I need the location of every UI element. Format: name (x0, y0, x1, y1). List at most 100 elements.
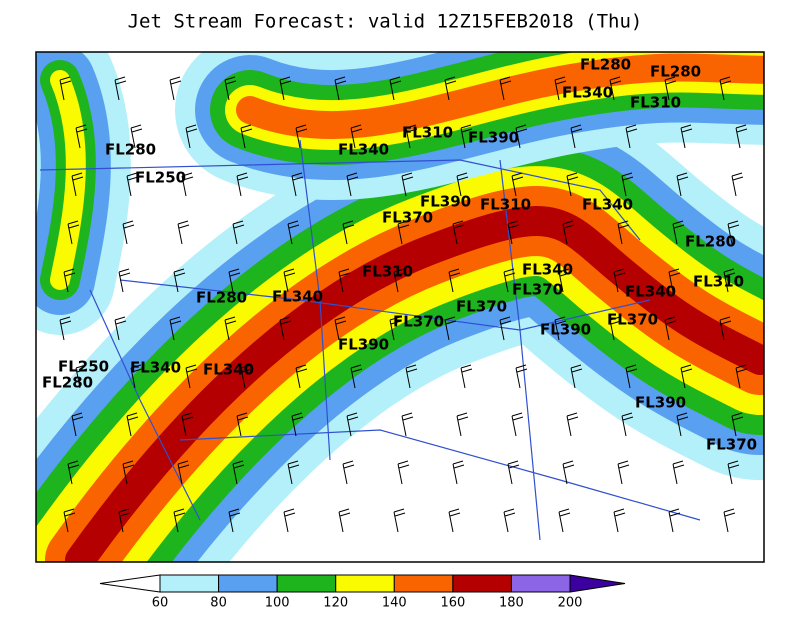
wind-barb (511, 172, 524, 197)
border (39, 159, 641, 241)
wind-barb (393, 508, 406, 533)
wind-barb (338, 508, 351, 533)
wind-barb (59, 316, 72, 341)
wind-barb (460, 364, 473, 389)
wind-barb (405, 124, 418, 149)
flight-level-label: FL280 (685, 233, 736, 251)
wind-barb (503, 268, 516, 293)
colorbar-end (569, 574, 626, 593)
wind-barb (130, 124, 143, 149)
flight-level-label: FL280 (580, 56, 631, 74)
wind-barb (499, 76, 512, 101)
wind-barb (334, 316, 347, 341)
flight-level-label: FL390 (468, 129, 519, 147)
flight-level-label: FL390 (420, 193, 471, 211)
wind-barb (723, 508, 736, 533)
wind-barb (389, 76, 402, 101)
flight-level-label: FL390 (635, 394, 686, 412)
wind-barb (570, 364, 583, 389)
wind-barb (664, 316, 677, 341)
colorbar-box (510, 574, 571, 593)
flight-level-label: FL370 (706, 436, 757, 454)
wind-barb (558, 508, 571, 533)
wind-barb (676, 412, 689, 437)
wind-barb (719, 76, 732, 101)
wind-barb (346, 172, 359, 197)
wind-barb (405, 364, 418, 389)
wind-barb (397, 460, 410, 485)
labels: FL280 FL280 FL340 FL310 FL310 FL390 FL340 FL280… (42, 56, 757, 454)
wind-barb (228, 508, 241, 533)
wind-barb (731, 172, 744, 197)
flight-level-label: FL340 (130, 359, 181, 377)
wind-barb (173, 268, 186, 293)
wind-barb (283, 508, 296, 533)
colorbar-box (393, 574, 454, 593)
wind-barb (224, 316, 237, 341)
wind-barb (228, 268, 241, 293)
wind-barb (617, 220, 630, 245)
flight-level-label: FL310 (630, 94, 681, 112)
colorbar: 60 80 100 120 140 160 180 200 (99, 574, 626, 611)
wind-barb (236, 412, 249, 437)
wind-barb (621, 172, 634, 197)
wind-barb (67, 460, 80, 485)
wind-barb (613, 508, 626, 533)
wind-barb (63, 268, 76, 293)
flight-level-label: FL250 (58, 358, 109, 376)
colorbar-tick-label: 180 (499, 596, 524, 611)
wind-barb (672, 220, 685, 245)
colorbar-tick-label: 80 (210, 596, 227, 611)
wind-barb (291, 172, 304, 197)
wind-barb (456, 172, 469, 197)
wind-barb (444, 316, 457, 341)
colorbar-box (452, 574, 512, 593)
wind-barb (71, 172, 84, 197)
flight-level-label: FL280 (650, 63, 701, 81)
wind-barb (562, 220, 575, 245)
colorbar-tick-label: 60 (152, 596, 169, 611)
wind-barb (668, 508, 681, 533)
flight-level-label: FL340 (272, 288, 323, 306)
wind-barb (169, 316, 182, 341)
jet-band (236, 53, 764, 140)
wind-barb (735, 124, 748, 149)
wind-barb (562, 460, 575, 485)
wind-barb (503, 508, 516, 533)
wind-barb (181, 172, 194, 197)
flight-level-label: FL390 (540, 321, 591, 339)
wind-barb (350, 124, 363, 149)
wind-barb (177, 460, 190, 485)
wind-barb (460, 124, 473, 149)
flight-level-label: FL370 (607, 311, 658, 329)
wind-barb (114, 316, 127, 341)
flight-level-label: FL370 (512, 281, 563, 299)
flight-level-label: FL280 (42, 374, 93, 392)
wind-barb (169, 76, 182, 101)
wind-barb (723, 268, 736, 293)
colorbar-tick-label: 100 (265, 596, 290, 611)
wind-barb (75, 124, 88, 149)
wind-barb (452, 460, 465, 485)
flight-level-label: FL370 (382, 209, 433, 227)
wind-barb (295, 124, 308, 149)
wind-barb (63, 508, 76, 533)
wind-barb (401, 172, 414, 197)
wind-barb (291, 412, 304, 437)
wind-barb (499, 316, 512, 341)
wind-barb (185, 124, 198, 149)
wind-barb (287, 460, 300, 485)
wind-barb (680, 124, 693, 149)
flight-level-label: FL370 (393, 313, 444, 331)
wind-barb (232, 220, 245, 245)
wind-barb (735, 364, 748, 389)
flight-level-label: FL280 (196, 289, 247, 307)
wind-barb (554, 316, 567, 341)
wind-barb (566, 172, 579, 197)
flight-level-label: FL370 (456, 298, 507, 316)
wind-barb (448, 268, 461, 293)
wind-barb (554, 76, 567, 101)
wind-barb (126, 172, 139, 197)
wind-barb (672, 460, 685, 485)
